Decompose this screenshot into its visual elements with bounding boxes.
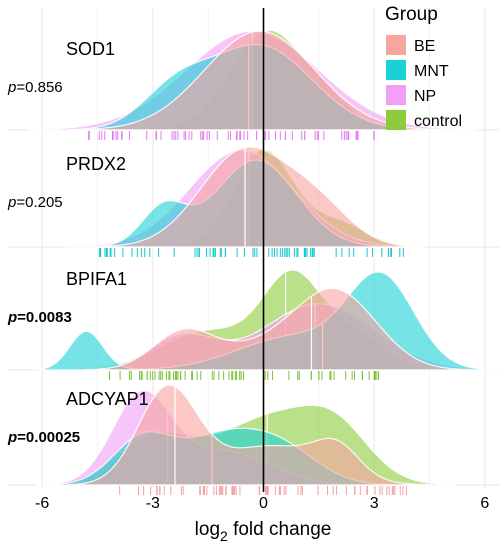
x-axis-title-subscript: 2 bbox=[220, 528, 228, 544]
gene-label: ADCYAP1 bbox=[66, 389, 149, 409]
row-labels: SOD1p=0.856PRDX2p=0.205BPIFA1p=0.0083ADC… bbox=[7, 39, 149, 446]
p-value-label: p=0.0083 bbox=[7, 309, 72, 326]
legend-label: BE bbox=[414, 38, 435, 55]
p-symbol: p bbox=[7, 79, 16, 96]
p-value: =0.0083 bbox=[17, 309, 72, 326]
p-value-label: p=0.856 bbox=[7, 79, 63, 96]
density-be bbox=[85, 287, 473, 371]
gene-label: PRDX2 bbox=[66, 154, 126, 174]
legend-label: control bbox=[414, 113, 462, 130]
x-axis-title-rest: fold change bbox=[228, 519, 332, 540]
p-value: =0.205 bbox=[16, 194, 62, 211]
legend-label: NP bbox=[414, 88, 436, 105]
rug-marks bbox=[119, 486, 407, 495]
ridge-row-sod1 bbox=[26, 29, 479, 140]
legend-label: MNT bbox=[414, 63, 449, 80]
rug-marks bbox=[99, 248, 404, 257]
ridge-row-prdx2 bbox=[65, 146, 425, 257]
ridge-row-bpifa1 bbox=[34, 269, 499, 380]
p-symbol: p bbox=[7, 194, 16, 211]
x-tick-label: 3 bbox=[370, 495, 379, 512]
p-value-label: p=0.00025 bbox=[7, 429, 80, 446]
legend-entries: BE MNT NP control bbox=[386, 35, 462, 130]
rug-marks bbox=[88, 131, 375, 140]
legend-swatch-be bbox=[386, 35, 406, 55]
p-value: =0.00025 bbox=[17, 429, 80, 446]
x-tick-label: -3 bbox=[146, 495, 160, 512]
ridge-rows bbox=[26, 29, 499, 495]
x-tick-label: -6 bbox=[35, 495, 49, 512]
legend-swatch-np bbox=[386, 85, 406, 105]
x-axis-title-base: log bbox=[195, 519, 220, 540]
density-be bbox=[95, 146, 423, 248]
x-axis: -6 -3 0 3 6 bbox=[35, 495, 489, 512]
p-value-label: p=0.205 bbox=[7, 194, 63, 211]
p-symbol: p bbox=[7, 429, 17, 446]
p-value: =0.856 bbox=[16, 79, 62, 96]
legend: Group BE MNT NP control bbox=[385, 4, 462, 130]
rug-marks bbox=[108, 371, 379, 380]
density-be bbox=[67, 384, 432, 486]
legend-title: Group bbox=[385, 4, 438, 25]
ridge-row-adcyap1 bbox=[36, 384, 456, 495]
gene-label: BPIFA1 bbox=[66, 269, 127, 289]
x-axis-title: log2 fold change bbox=[195, 519, 332, 544]
x-tick-label: 6 bbox=[480, 495, 489, 512]
legend-swatch-mnt bbox=[386, 60, 406, 80]
gene-label: SOD1 bbox=[66, 39, 115, 59]
x-tick-label: 0 bbox=[259, 495, 268, 512]
legend-swatch-control bbox=[386, 110, 406, 130]
p-symbol: p bbox=[7, 309, 17, 326]
